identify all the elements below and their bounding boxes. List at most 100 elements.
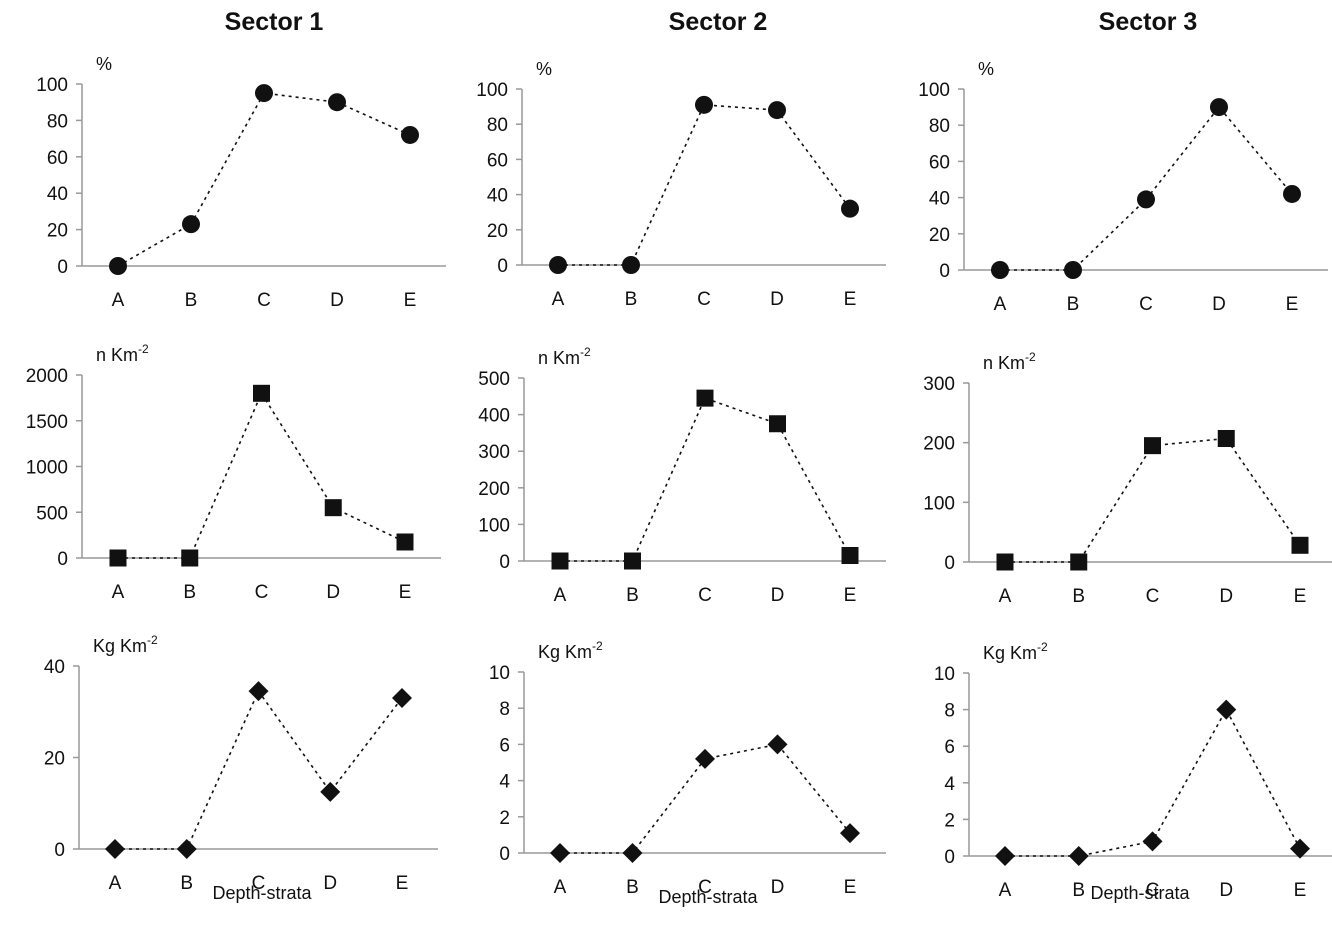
panel-3-point-D <box>1210 98 1228 117</box>
panel-6-point-E <box>1291 536 1309 554</box>
panel-8-y-tick-label-4: 8 <box>499 699 510 720</box>
panel-8-y-tick-label-5: 10 <box>489 663 510 684</box>
panel-5-y-tick-label-3: 300 <box>478 442 510 463</box>
panel-4-y-tick-label-2: 1000 <box>26 458 68 479</box>
panel-4-x-tick-label-3: D <box>326 582 340 603</box>
sector-2-title: Sector 2 <box>668 8 768 36</box>
panel-4-point-A <box>109 549 127 567</box>
panel-4-x-tick-label-2: C <box>255 582 269 603</box>
panel-2-unit-label: % <box>536 59 552 79</box>
panel-5-x-tick-label-0: A <box>554 585 567 606</box>
panel-9-point-A <box>995 846 1015 866</box>
panel-8-x-tick-label-2: C <box>698 877 712 898</box>
panel-7-y-tick-label-0: 0 <box>54 840 65 861</box>
panel-3-series-line <box>1000 105 1293 271</box>
panel-6-x-tick-label-0: A <box>999 586 1012 607</box>
panel-3-x-tick-label-0: A <box>994 294 1007 315</box>
panel-7-point-E <box>392 688 412 709</box>
panel-3-point-E <box>1283 184 1301 203</box>
panel-7-y-tick-label-1: 20 <box>44 749 65 770</box>
panel-6-point-B <box>1070 553 1088 571</box>
panel-2-y-tick-label-0: 0 <box>497 256 508 277</box>
panel-7-x-tick-label-0: A <box>109 873 122 894</box>
panel-9-unit-superscript: -2 <box>1037 640 1048 654</box>
panel-1-series-line <box>117 92 411 267</box>
panel-1-point-E <box>401 125 419 144</box>
panel-5-point-D <box>769 415 786 433</box>
panel-9-x-tick-label-0: A <box>999 880 1012 901</box>
panel-3-x-tick-label-2: C <box>1139 294 1153 315</box>
panel-3-point-B <box>1064 261 1082 279</box>
panel-4-x-tick-label-4: E <box>399 582 412 603</box>
panel-1-point-B <box>182 215 200 234</box>
panel-3-y-tick-label-0: 0 <box>939 261 950 282</box>
panel-1-y-tick-label-2: 40 <box>47 184 68 205</box>
panel-6-y-tick-label-0: 0 <box>944 553 955 574</box>
panel-6-x-tick-label-1: B <box>1072 586 1085 607</box>
panel-2-x-tick-label-0: A <box>552 289 565 310</box>
panel-1-y-tick-label-4: 80 <box>47 111 68 132</box>
panel-4-point-C <box>253 384 270 402</box>
panel-4-x-tick-label-0: A <box>112 582 125 603</box>
panel-9-x-tick-label-2: C <box>1146 880 1160 901</box>
panel-7-point-A <box>105 839 125 859</box>
panel-7-point-D <box>320 781 341 802</box>
panel-1-point-A <box>109 257 127 275</box>
panel-4-series-line <box>118 391 406 559</box>
panel-2-y-tick-label-4: 80 <box>487 115 508 136</box>
panel-6-x-tick-label-4: E <box>1294 586 1307 607</box>
panel-7-y-tick-label-2: 40 <box>44 657 65 678</box>
panel-9-y-tick-label-5: 10 <box>934 664 955 685</box>
panel-5-y-tick-label-2: 200 <box>478 479 510 500</box>
panel-5-y-tick-label-4: 400 <box>478 406 510 427</box>
panel-2-y-tick-label-5: 100 <box>476 80 508 101</box>
panel-3-y-tick-label-5: 100 <box>918 80 950 101</box>
panel-3-x-tick-label-1: B <box>1067 294 1080 315</box>
panel-2-point-E <box>841 199 859 218</box>
panel-5-x-tick-label-1: B <box>626 585 639 606</box>
panel-2-series-line <box>558 104 851 266</box>
panel-8-point-D <box>767 734 788 755</box>
panel-7-point-B <box>176 839 197 859</box>
panel-2-point-B <box>622 256 640 274</box>
sector-3-xlabel: Depth-strata <box>1090 883 1190 903</box>
panel-1-y-tick-label-5: 100 <box>36 75 68 96</box>
panel-6-x-tick-label-3: D <box>1219 586 1233 607</box>
panel-9-y-tick-label-0: 0 <box>944 847 955 868</box>
panel-1-point-C <box>255 84 273 103</box>
panel-4-x-tick-label-1: B <box>183 582 196 603</box>
panel-2-x-tick-label-4: E <box>844 289 857 310</box>
panel-1-point-D <box>328 93 346 112</box>
panel-8-y-tick-label-1: 2 <box>499 808 510 829</box>
panel-6-y-tick-label-2: 200 <box>923 434 955 455</box>
panel-4-unit-label: n Km-2 <box>96 342 149 365</box>
panel-6-point-A <box>996 553 1014 571</box>
panel-8-point-C <box>695 748 715 769</box>
panel-2-x-tick-label-2: C <box>697 289 711 310</box>
panel-1-x-tick-label-0: A <box>112 290 125 311</box>
panel-8-x-tick-label-1: B <box>626 877 639 898</box>
panel-1-x-tick-label-3: D <box>330 290 344 311</box>
panel-5-x-tick-label-2: C <box>698 585 712 606</box>
sector-3-title: Sector 3 <box>1098 8 1198 36</box>
panel-5-point-A <box>551 552 569 570</box>
panel-9-x-tick-label-1: B <box>1072 880 1085 901</box>
panel-2-y-tick-label-1: 20 <box>487 221 508 242</box>
panel-9-y-tick-label-3: 6 <box>944 737 955 758</box>
panel-9-x-tick-label-4: E <box>1294 880 1307 901</box>
panel-5-unit-superscript: -2 <box>580 345 591 359</box>
panel-6-point-D <box>1217 429 1235 447</box>
panel-6-y-tick-label-3: 300 <box>923 374 955 395</box>
panel-5-y-tick-label-5: 500 <box>478 369 510 390</box>
panel-9-y-tick-label-4: 8 <box>944 701 955 722</box>
panel-8-x-tick-label-0: A <box>554 877 567 898</box>
panel-5-point-B <box>624 552 641 570</box>
sector-1-xlabel: Depth-strata <box>212 883 312 903</box>
panel-4-y-tick-label-0: 0 <box>57 549 68 570</box>
panel-1-y-tick-label-0: 0 <box>57 257 68 278</box>
panel-7-x-tick-label-1: B <box>180 873 193 894</box>
panel-2-point-A <box>549 256 567 274</box>
panel-1-x-tick-label-1: B <box>185 290 198 311</box>
panel-5-x-tick-label-3: D <box>771 585 785 606</box>
